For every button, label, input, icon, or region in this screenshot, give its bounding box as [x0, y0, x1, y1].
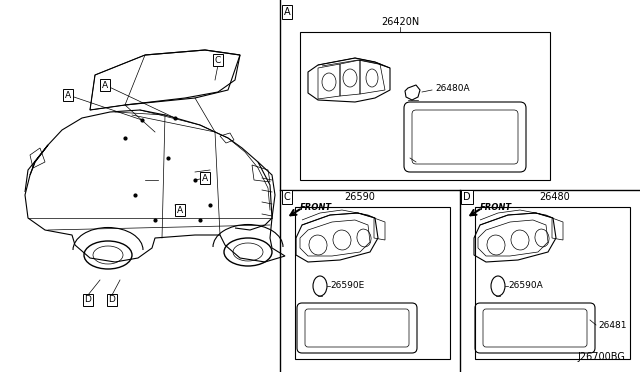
Bar [295, 207, 450, 359]
Text: D: D [463, 192, 471, 202]
Text: A: A [102, 80, 108, 90]
Text: A: A [177, 205, 183, 215]
Bar [475, 207, 630, 359]
Text: 26480A: 26480A [435, 83, 470, 93]
Text: A: A [202, 173, 208, 183]
Text: C: C [284, 192, 291, 202]
Text: 26590A: 26590A [508, 282, 543, 291]
Text: 26590: 26590 [344, 192, 376, 202]
Text: 26480: 26480 [540, 192, 570, 202]
Text: D: D [109, 295, 115, 305]
Text: C: C [215, 55, 221, 64]
Text: FRONT: FRONT [300, 202, 332, 212]
Text: 26481: 26481 [598, 321, 627, 330]
Text: FRONT: FRONT [480, 202, 512, 212]
Text: J26700BG: J26700BG [577, 352, 625, 362]
Text: 26420N: 26420N [381, 17, 419, 27]
Text: D: D [84, 295, 92, 305]
Text: A: A [65, 90, 71, 99]
Text: A: A [284, 7, 291, 17]
Text: 26590E: 26590E [330, 282, 364, 291]
Bar [300, 32, 550, 180]
